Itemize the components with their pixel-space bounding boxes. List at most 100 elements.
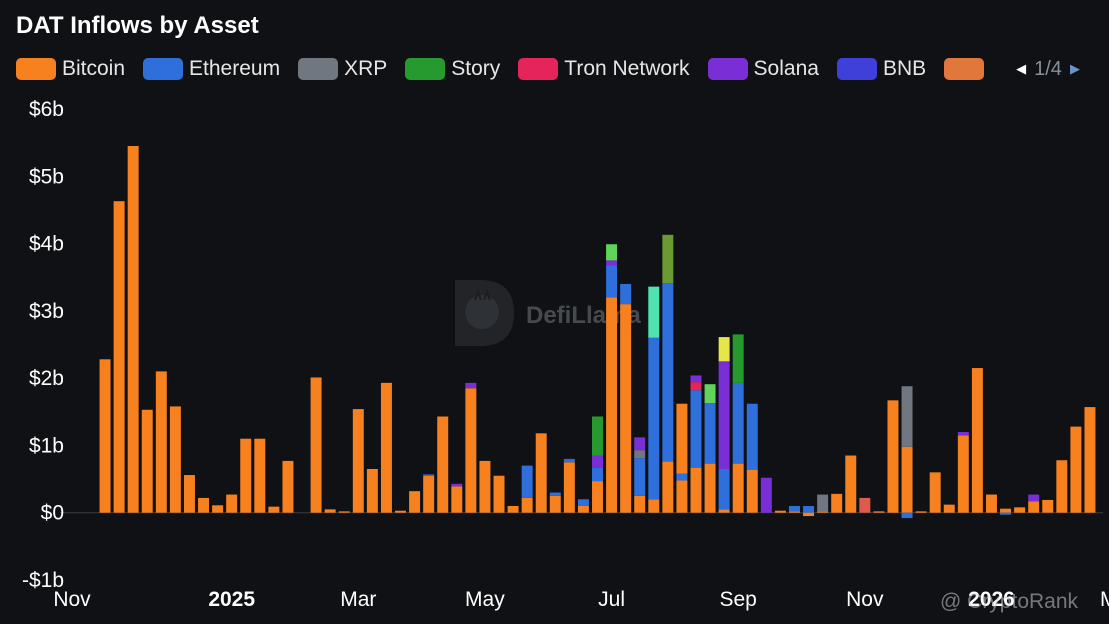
bar-segment-bitcoin[interactable]: [226, 494, 238, 513]
bar-segment-bitcoin[interactable]: [676, 480, 688, 513]
bar-segment-bitcoin[interactable]: [451, 486, 463, 513]
bar-segment-bitcoin[interactable]: [831, 493, 843, 513]
bar-segment-solana[interactable]: [957, 431, 969, 436]
bar-stack[interactable]: [155, 371, 167, 513]
bar-stack[interactable]: [437, 416, 449, 513]
bar-segment-bitcoin[interactable]: [789, 511, 800, 513]
bar-segment-solana[interactable]: [592, 455, 603, 468]
bar-segment-story[interactable]: [592, 416, 603, 456]
bar-stack[interactable]: [620, 283, 632, 513]
bar-segment-bitcoin[interactable]: [634, 495, 646, 513]
bar-segment-bitcoin[interactable]: [395, 510, 406, 513]
bar-stack[interactable]: [718, 337, 730, 513]
bar-segment-solana[interactable]: [760, 477, 772, 513]
bar-segment-bitcoin[interactable]: [240, 438, 252, 513]
bar-stack[interactable]: [929, 472, 941, 513]
bar-stack[interactable]: [873, 511, 885, 513]
bar-segment-solana[interactable]: [465, 382, 477, 389]
bar-stack[interactable]: [465, 382, 477, 513]
bar-stack[interactable]: [183, 475, 195, 513]
bar-segment-bitcoin[interactable]: [268, 506, 280, 513]
bar-segment-solana[interactable]: [634, 437, 646, 451]
bar-segment-ethereum[interactable]: [563, 458, 575, 463]
bar-segment-bitcoin[interactable]: [380, 382, 392, 513]
bar-segment-teal[interactable]: [648, 286, 660, 338]
bar-segment-ethereum[interactable]: [634, 458, 646, 496]
bar-stack[interactable]: [606, 244, 618, 513]
legend-item-xrp[interactable]: XRP: [298, 57, 387, 81]
bar-segment-bitcoin[interactable]: [620, 304, 632, 513]
bar-segment-bitcoin[interactable]: [774, 510, 786, 513]
bar-segment-ethereum[interactable]: [732, 382, 744, 464]
bar-stack[interactable]: [943, 504, 955, 513]
bar-stack[interactable]: [648, 286, 660, 513]
bar-segment-solana[interactable]: [690, 375, 702, 383]
bar-segment-bitcoin[interactable]: [803, 512, 815, 517]
bar-segment-bitcoin[interactable]: [535, 433, 547, 513]
bar-segment-ethereum[interactable]: [423, 474, 435, 476]
bar-segment-xrp[interactable]: [901, 386, 913, 447]
bar-stack[interactable]: [212, 505, 224, 513]
bar-stack[interactable]: [859, 497, 871, 513]
bar-stack[interactable]: [1056, 460, 1068, 513]
bar-segment-ethereum[interactable]: [704, 403, 716, 464]
bar-stack[interactable]: [915, 511, 927, 513]
bar-stack[interactable]: [99, 359, 111, 513]
bar-segment-solana[interactable]: [1028, 494, 1040, 502]
bar-segment-ethereum[interactable]: [718, 468, 730, 510]
bar-segment-bitcoin[interactable]: [479, 460, 491, 513]
bar-stack[interactable]: [1042, 499, 1054, 513]
bar-segment-bitcoin[interactable]: [366, 468, 378, 513]
bar-segment-bitcoin[interactable]: [155, 371, 167, 513]
bar-stack[interactable]: [563, 458, 575, 513]
bar-segment-bitcoin[interactable]: [887, 400, 899, 513]
bar-segment-bitcoin[interactable]: [676, 403, 688, 474]
caret-right-icon[interactable]: ▶: [1069, 61, 1080, 76]
bar-segment-bitcoin[interactable]: [943, 504, 955, 513]
bar-segment-bitcoin[interactable]: [493, 475, 505, 513]
bar-segment-bitcoin[interactable]: [873, 511, 885, 513]
bar-segment-bitcoin[interactable]: [901, 446, 913, 513]
bar-stack[interactable]: [338, 511, 350, 513]
bar-segment-bitcoin[interactable]: [1070, 426, 1082, 513]
bar-segment-bitcoin[interactable]: [549, 495, 561, 513]
bar-segment-bitcoin[interactable]: [423, 475, 435, 513]
bar-segment-bitcoin[interactable]: [704, 463, 716, 513]
bar-segment-bitcoin[interactable]: [690, 467, 702, 513]
bar-segment-ethereum[interactable]: [521, 465, 533, 498]
bar-segment-ethereum[interactable]: [648, 337, 660, 500]
bar-stack[interactable]: [366, 468, 378, 513]
bar-segment-bitcoin[interactable]: [929, 472, 941, 513]
bar-segment-ethereum[interactable]: [549, 492, 561, 496]
bar-segment-bitcoin[interactable]: [1042, 499, 1054, 513]
bar-stack[interactable]: [887, 400, 899, 513]
bar-stack[interactable]: [493, 475, 505, 513]
bar-segment-xrp[interactable]: [817, 494, 829, 512]
bar-stack[interactable]: [817, 494, 829, 513]
bar-stack[interactable]: [507, 505, 519, 513]
bar-segment-bitcoin[interactable]: [592, 481, 603, 513]
bar-stack[interactable]: [127, 146, 139, 513]
bar-segment-bitcoin[interactable]: [465, 388, 477, 513]
bar-stack[interactable]: [198, 497, 210, 513]
bar-segment-tron-network[interactable]: [690, 382, 702, 391]
bar-segment-bitcoin[interactable]: [817, 511, 829, 513]
bar-segment-ethereum[interactable]: [789, 505, 800, 512]
bar-segment-bitcoin[interactable]: [310, 377, 322, 513]
bar-stack[interactable]: [479, 460, 491, 513]
bar-segment-solana[interactable]: [451, 483, 463, 487]
bar-stack[interactable]: [423, 474, 435, 513]
bar-stack[interactable]: [1084, 407, 1096, 513]
bar-stack[interactable]: [1028, 494, 1040, 513]
bar-segment-bitcoin[interactable]: [113, 201, 125, 513]
bar-stack[interactable]: [971, 368, 983, 513]
bar-segment-solana[interactable]: [718, 361, 730, 469]
bar-segment-olive[interactable]: [662, 234, 674, 284]
bar-segment-bitcoin[interactable]: [718, 509, 730, 513]
legend-item-bnb[interactable]: BNB: [836, 57, 926, 81]
bar-segment-coral[interactable]: [859, 497, 871, 513]
bar-segment-bitcoin[interactable]: [577, 505, 589, 513]
bar-segment-ethereum[interactable]: [662, 283, 674, 462]
bar-stack[interactable]: [409, 491, 421, 513]
bar-stack[interactable]: [521, 465, 533, 513]
